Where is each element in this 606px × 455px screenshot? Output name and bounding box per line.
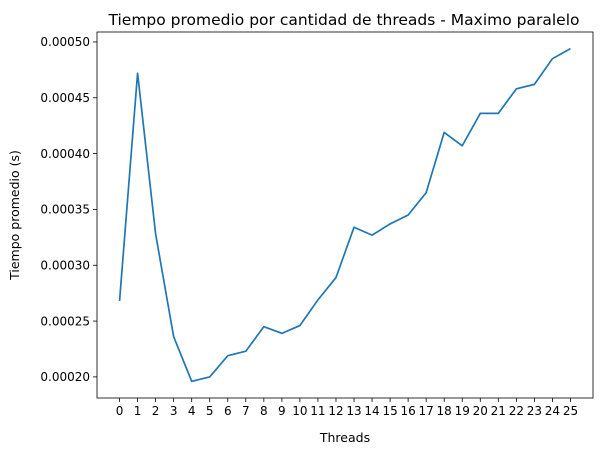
data-point bbox=[479, 112, 481, 114]
y-tick-label: 0.00045 bbox=[40, 91, 90, 105]
data-point bbox=[407, 214, 409, 216]
plot-frame bbox=[96, 31, 594, 399]
x-tick-label: 20 bbox=[473, 404, 488, 418]
chart-title: Tiempo promedio por cantidad de threads … bbox=[107, 11, 579, 29]
data-point bbox=[154, 233, 156, 235]
data-point bbox=[136, 72, 138, 74]
data-point bbox=[551, 57, 553, 59]
data-point bbox=[371, 234, 373, 236]
data-point bbox=[425, 191, 427, 193]
x-tick-label: 4 bbox=[188, 404, 196, 418]
x-tick-label: 6 bbox=[224, 404, 232, 418]
data-point bbox=[227, 354, 229, 356]
x-tick-label: 12 bbox=[328, 404, 343, 418]
x-tick-label: 18 bbox=[437, 404, 452, 418]
data-point bbox=[281, 332, 283, 334]
x-tick-label: 1 bbox=[134, 404, 142, 418]
data-point bbox=[118, 300, 120, 302]
data-point bbox=[299, 324, 301, 326]
y-tick-label: 0.00025 bbox=[40, 314, 90, 328]
y-axis-label: Tiempo promedio (s) bbox=[7, 150, 22, 281]
data-point bbox=[497, 112, 499, 114]
x-tick-label: 21 bbox=[491, 404, 506, 418]
data-point bbox=[209, 376, 211, 378]
x-tick-label: 13 bbox=[346, 404, 361, 418]
x-tick-label: 3 bbox=[170, 404, 178, 418]
y-tick-label: 0.00030 bbox=[40, 259, 90, 273]
x-tick-label: 11 bbox=[310, 404, 325, 418]
x-tick-label: 8 bbox=[260, 404, 268, 418]
x-tick-label: 17 bbox=[419, 404, 434, 418]
x-tick-label: 5 bbox=[206, 404, 214, 418]
y-tick-label: 0.00050 bbox=[40, 35, 90, 49]
x-tick-label: 19 bbox=[455, 404, 470, 418]
x-tick-label: 15 bbox=[382, 404, 397, 418]
x-tick-label: 23 bbox=[527, 404, 542, 418]
x-tick-label: 24 bbox=[545, 404, 560, 418]
y-tick-label: 0.00040 bbox=[40, 147, 90, 161]
plot-area: 0 1 2 3 4 5 6 7 8 9 10 11 12 13 14 15 16 17 18 19 20 21 22 23 24… bbox=[40, 31, 594, 418]
data-point bbox=[389, 223, 391, 225]
x-tick-label: 16 bbox=[400, 404, 415, 418]
data-point bbox=[190, 380, 192, 382]
data-point bbox=[353, 226, 355, 228]
data-point bbox=[461, 145, 463, 147]
x-tick-label: 25 bbox=[563, 404, 578, 418]
series-points bbox=[118, 47, 571, 382]
x-tick-label: 7 bbox=[242, 404, 250, 418]
x-tick-label: 10 bbox=[292, 404, 307, 418]
data-point bbox=[335, 276, 337, 278]
x-tick-label: 9 bbox=[278, 404, 286, 418]
x-axis-ticks: 0 1 2 3 4 5 6 7 8 9 10 11 12 13 14 15 16 17 18 19 20 21 22 23 24… bbox=[116, 398, 578, 418]
data-point bbox=[317, 299, 319, 301]
data-point bbox=[533, 83, 535, 85]
x-axis-label: Threads bbox=[319, 430, 370, 445]
x-tick-label: 14 bbox=[364, 404, 379, 418]
x-tick-label: 2 bbox=[152, 404, 160, 418]
y-axis-ticks: 0.00020 0.00025 0.00030 0.00035 0.00040 0.000… bbox=[40, 35, 97, 384]
series-line bbox=[118, 47, 571, 383]
data-point bbox=[569, 47, 571, 49]
x-tick-label: 0 bbox=[116, 404, 124, 418]
data-point bbox=[263, 325, 265, 327]
y-tick-label: 0.00035 bbox=[40, 203, 90, 217]
data-point bbox=[515, 88, 517, 90]
data-point bbox=[245, 350, 247, 352]
data-point bbox=[172, 336, 174, 338]
x-tick-label: 22 bbox=[509, 404, 524, 418]
data-point bbox=[443, 131, 445, 133]
y-tick-label: 0.00020 bbox=[40, 370, 90, 384]
